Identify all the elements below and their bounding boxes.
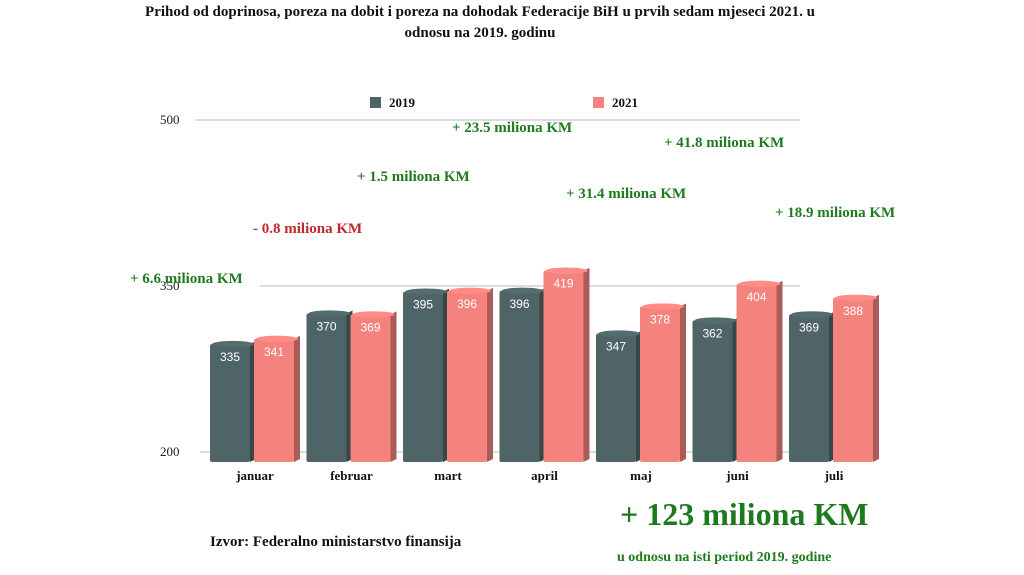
bar-value-label: 396 bbox=[457, 297, 477, 311]
bar bbox=[403, 291, 443, 462]
bar bbox=[254, 338, 294, 462]
bar-top bbox=[694, 317, 737, 324]
bar-value-label: 404 bbox=[746, 290, 766, 304]
bar bbox=[789, 314, 829, 462]
bar-side bbox=[776, 280, 783, 462]
legend-swatch bbox=[593, 97, 604, 108]
legend-item-2021: 2021 bbox=[593, 95, 638, 110]
difference-annotation: + 1.5 miliona KM bbox=[357, 169, 470, 185]
bar-2021-juni: 404 bbox=[736, 280, 783, 462]
bar-top bbox=[501, 287, 544, 295]
bar-top bbox=[212, 340, 254, 348]
bar-value-label: 419 bbox=[553, 277, 573, 291]
bar-value-label: 396 bbox=[509, 297, 529, 311]
bar bbox=[692, 320, 733, 462]
difference-annotation: + 23.5 miliona KM bbox=[452, 120, 572, 136]
chart-title: Prihod od doprinosa, poreza na dobit i p… bbox=[145, 4, 815, 41]
x-tick-label: april bbox=[531, 468, 558, 483]
bar-2021-februar: 369 bbox=[350, 311, 397, 462]
legend-label: 2019 bbox=[389, 95, 416, 110]
bar bbox=[596, 333, 636, 462]
total-change: + 123 miliona KM bbox=[620, 496, 869, 532]
bar-2021-januar: 341 bbox=[254, 335, 300, 462]
bar-top bbox=[405, 288, 447, 295]
y-tick-label: 350 bbox=[160, 278, 180, 293]
bar-value-label: 378 bbox=[650, 313, 670, 327]
bar-side bbox=[680, 303, 686, 462]
bar-top bbox=[352, 311, 395, 318]
bar-2019-maj: 347 bbox=[596, 330, 642, 462]
y-tick-label: 500 bbox=[160, 112, 180, 127]
bar-2019-januar: 335 bbox=[210, 340, 256, 462]
bar-value-label: 341 bbox=[264, 345, 284, 359]
x-tick-label: juni bbox=[725, 468, 749, 483]
bar-side bbox=[583, 267, 590, 462]
bar-top bbox=[308, 310, 351, 317]
bar-value-label: 369 bbox=[799, 320, 819, 334]
bar-value-label: 370 bbox=[316, 320, 336, 334]
bar-side bbox=[390, 311, 397, 462]
difference-annotation: - 0.8 miliona KM bbox=[253, 221, 362, 237]
x-tick-label: mart bbox=[434, 468, 462, 483]
bar-value-label: 335 bbox=[220, 350, 240, 364]
bar-2021-april: 419 bbox=[543, 267, 590, 462]
bar-2021-juli: 388 bbox=[833, 294, 879, 462]
bar-value-label: 347 bbox=[606, 340, 626, 354]
bar bbox=[499, 290, 540, 462]
x-tick-label: maj bbox=[630, 468, 652, 483]
bar-top bbox=[835, 294, 877, 302]
bar-top bbox=[642, 303, 684, 310]
bar bbox=[640, 306, 680, 462]
bar-2021-mart: 396 bbox=[447, 287, 493, 462]
bar-2021-maj: 378 bbox=[640, 303, 686, 462]
difference-annotation: + 6.6 miliona KM bbox=[130, 271, 243, 287]
difference-annotation: + 18.9 miliona KM bbox=[775, 205, 895, 221]
legend-swatch bbox=[370, 97, 381, 108]
bar-2019-mart: 395 bbox=[403, 288, 449, 462]
bar-side bbox=[873, 294, 879, 462]
source-note: Izvor: Federalno ministarstvo finansija bbox=[210, 534, 462, 550]
bar bbox=[833, 297, 873, 462]
bar-value-label: 369 bbox=[360, 320, 380, 334]
bar-top bbox=[738, 280, 781, 288]
y-tick-label: 200 bbox=[160, 444, 180, 459]
bar-value-label: 388 bbox=[843, 304, 863, 318]
bar-side bbox=[487, 287, 493, 462]
x-tick-label: februar bbox=[330, 468, 373, 483]
bar bbox=[210, 344, 250, 462]
bar-2019-juni: 362 bbox=[692, 317, 739, 462]
bar-top bbox=[545, 267, 588, 274]
x-tick-label: januar bbox=[235, 468, 274, 483]
difference-annotation: + 31.4 miliona KM bbox=[566, 186, 686, 202]
bar-top bbox=[449, 287, 491, 295]
legend-label: 2021 bbox=[612, 95, 638, 110]
bar-2019-april: 396 bbox=[499, 287, 546, 462]
difference-annotation: + 41.8 miliona KM bbox=[664, 135, 784, 151]
bar bbox=[350, 314, 391, 462]
legend-item-2019: 2019 bbox=[370, 95, 416, 110]
bar-2019-juli: 369 bbox=[789, 311, 835, 462]
bar-top bbox=[791, 311, 833, 318]
bar-value-label: 362 bbox=[702, 327, 722, 341]
bar-side bbox=[294, 335, 300, 462]
bar-value-label: 395 bbox=[413, 298, 433, 312]
bar bbox=[736, 283, 777, 462]
total-change-subtitle: u odnosu na isti period 2019. godine bbox=[617, 550, 832, 565]
bar bbox=[543, 270, 584, 462]
bar bbox=[306, 313, 347, 462]
bar-top bbox=[598, 330, 640, 337]
x-tick-label: juli bbox=[824, 468, 844, 483]
bar bbox=[447, 290, 487, 462]
bar-2019-februar: 370 bbox=[306, 310, 353, 462]
bar-top bbox=[256, 335, 298, 343]
